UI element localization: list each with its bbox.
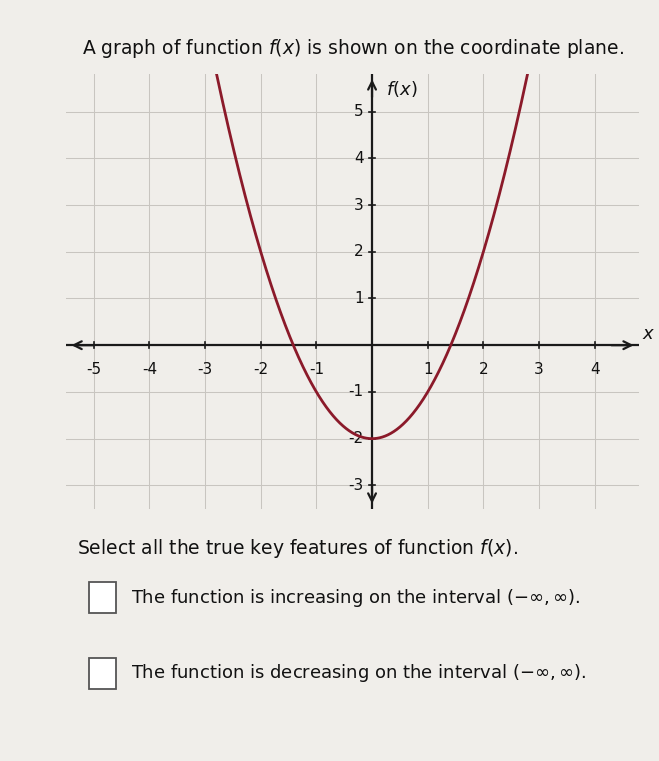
- Text: 4: 4: [354, 151, 364, 166]
- Text: A graph of function $f(x)$ is shown on the coordinate plane.: A graph of function $f(x)$ is shown on t…: [82, 37, 623, 60]
- Text: 4: 4: [590, 361, 600, 377]
- Text: -3: -3: [198, 361, 213, 377]
- Text: -5: -5: [86, 361, 101, 377]
- Text: 2: 2: [478, 361, 488, 377]
- Text: -1: -1: [309, 361, 324, 377]
- Text: Select all the true key features of function $f(x)$.: Select all the true key features of func…: [77, 537, 518, 560]
- Text: 2: 2: [354, 244, 364, 260]
- Bar: [89, 658, 117, 689]
- Text: -1: -1: [349, 384, 364, 400]
- Text: -3: -3: [349, 478, 364, 493]
- Text: 1: 1: [354, 291, 364, 306]
- Text: 3: 3: [354, 198, 364, 212]
- Text: 3: 3: [534, 361, 544, 377]
- Text: -2: -2: [253, 361, 268, 377]
- Text: The function is increasing on the interval $(-\infty, \infty)$.: The function is increasing on the interv…: [130, 587, 580, 609]
- Bar: [89, 582, 117, 613]
- Text: 1: 1: [423, 361, 432, 377]
- Text: -2: -2: [349, 431, 364, 446]
- Text: The function is decreasing on the interval $(-\infty, \infty)$.: The function is decreasing on the interv…: [130, 663, 586, 684]
- Text: 5: 5: [354, 104, 364, 119]
- Text: -4: -4: [142, 361, 157, 377]
- Text: $x$: $x$: [642, 324, 655, 342]
- Text: $f(x)$: $f(x)$: [386, 79, 417, 99]
